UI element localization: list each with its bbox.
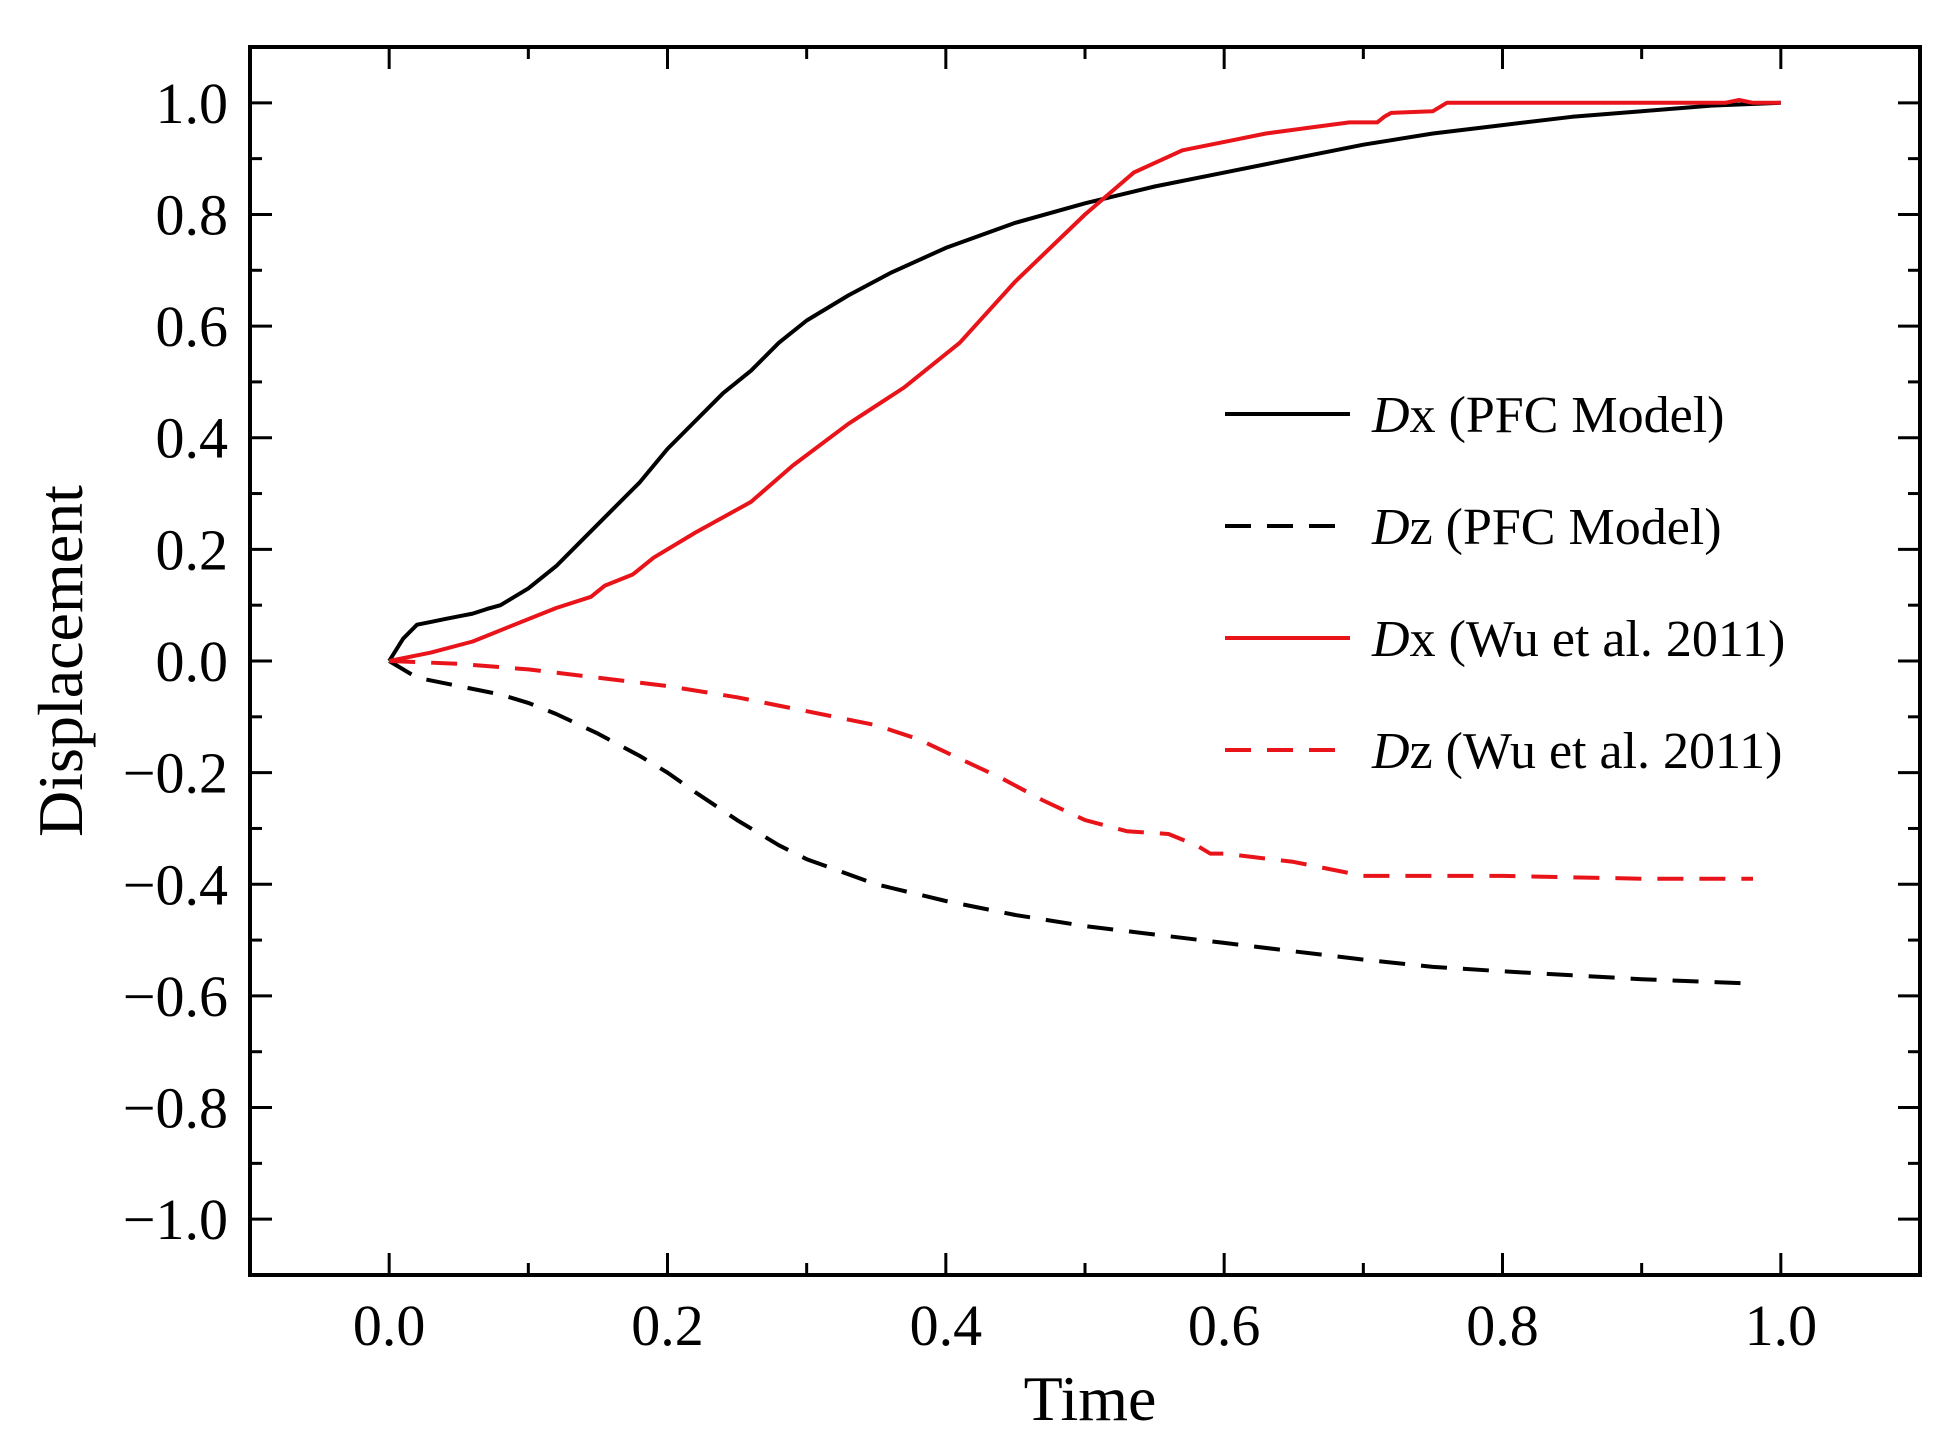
y-tick-label: −0.6: [123, 964, 228, 1029]
legend-suffix: x (PFC Model): [1410, 387, 1725, 444]
x-tick-label: 0.4: [910, 1293, 983, 1358]
legend-suffix: z (Wu et al. 2011): [1410, 723, 1783, 780]
legend: Dx (PFC Model)Dz (PFC Model)Dx (Wu et al…: [1225, 387, 1785, 780]
series-line-2: [388, 659, 1754, 986]
legend-label-3: Dx (Wu et al. 2011): [1371, 611, 1785, 668]
x-axis-title: Time: [1024, 1363, 1157, 1434]
x-tick-label: 0.8: [1466, 1293, 1539, 1358]
y-tick-label: −0.2: [123, 741, 228, 806]
x-tick-label: 1.0: [1745, 1293, 1818, 1358]
x-tick-label: 0.0: [353, 1293, 426, 1358]
legend-suffix: z (PFC Model): [1410, 499, 1722, 556]
y-tick-label: −0.8: [123, 1076, 228, 1141]
legend-var: D: [1371, 723, 1410, 780]
legend-label-2: Dz (PFC Model): [1371, 499, 1722, 556]
y-axis-title: Displacement: [25, 485, 96, 837]
y-tick-label: −0.4: [123, 852, 228, 917]
legend-var: D: [1371, 611, 1410, 668]
legend-label-1: Dx (PFC Model): [1371, 387, 1724, 444]
series-layer: [387, 98, 1781, 986]
legend-var: D: [1371, 499, 1410, 556]
series-line-4: [389, 659, 1753, 881]
y-tick-label: 0.8: [156, 182, 229, 247]
y-tick-label: −1.0: [123, 1187, 228, 1252]
legend-suffix: x (Wu et al. 2011): [1410, 611, 1786, 668]
y-tick-label: 0.2: [156, 517, 229, 582]
series-line-1: [387, 100, 1781, 663]
x-tick-label: 0.6: [1188, 1293, 1261, 1358]
series-line-3: [388, 98, 1781, 663]
y-tick-label: 0.0: [156, 629, 229, 694]
legend-label-4: Dz (Wu et al. 2011): [1371, 723, 1782, 780]
y-tick-label: 1.0: [156, 71, 229, 136]
x-tick-label: 0.2: [631, 1293, 704, 1358]
y-tick-label: 0.6: [156, 294, 229, 359]
y-tick-label: 0.4: [156, 406, 229, 471]
legend-var: D: [1371, 387, 1410, 444]
tick-labels-layer: 0.0 0.2 0.4 0.6 0.8 1.0 1.0 0.8 0.6 0.4 0.2 0.0 −0.2…: [123, 71, 1817, 1358]
ticks-layer: [248, 45, 1922, 1277]
